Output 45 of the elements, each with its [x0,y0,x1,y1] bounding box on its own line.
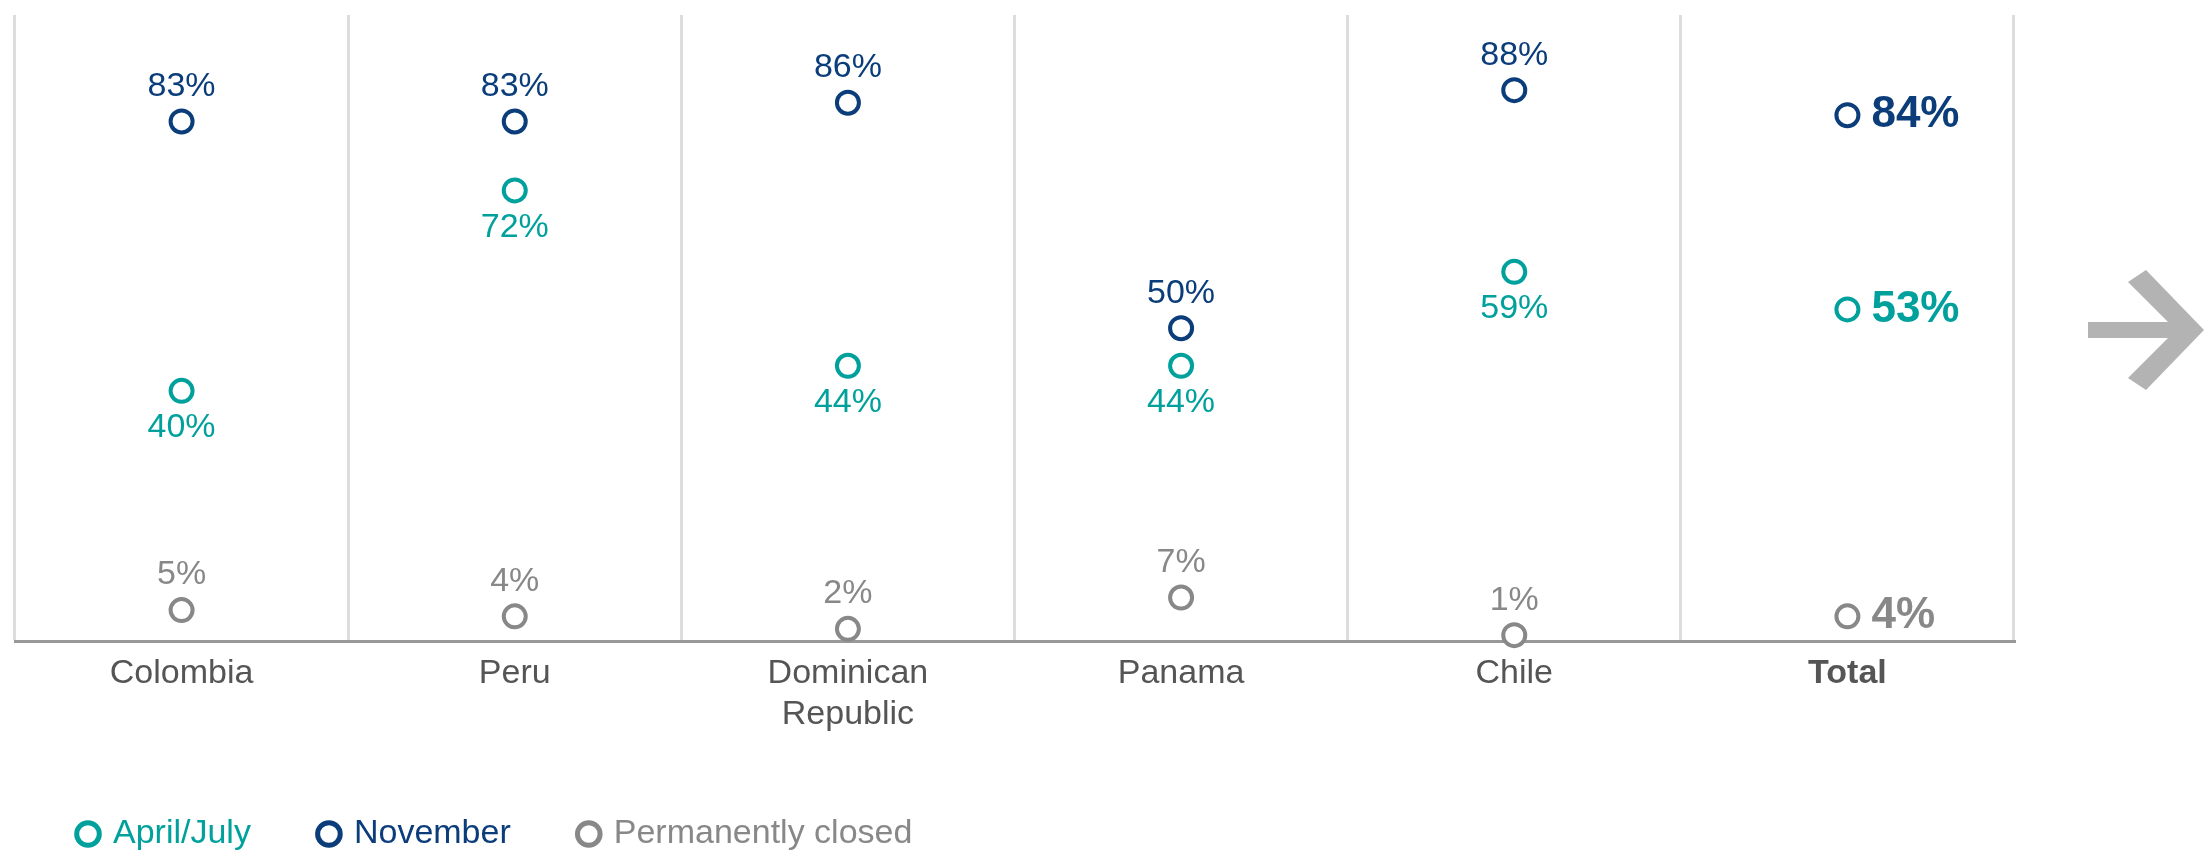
point [168,597,195,624]
data-label: 83% [480,64,549,103]
x-tick-label: Panama [1117,652,1245,691]
x-tick-label: Chile [1475,652,1553,691]
legend-label: November [353,812,511,851]
point [1168,315,1195,342]
data-label: 83% [147,64,216,103]
data-label: 88% [1480,33,1549,72]
x-tick-label: Total [1808,652,1887,691]
data-label: 2% [823,572,873,611]
data-label: 1% [1489,578,1539,617]
data-label: 72% [480,205,549,244]
data-label: 4% [1871,588,1936,638]
point [1168,352,1195,379]
point [168,108,195,135]
data-label: 44% [1147,381,1216,420]
point [1834,603,1861,630]
point [168,377,195,404]
legend-label: April/July [113,812,251,851]
data-label: 86% [813,46,882,85]
point [834,89,861,116]
point [834,352,861,379]
x-tick-label: Colombia [109,652,254,691]
data-label: 53% [1871,281,1960,331]
point [501,108,528,135]
data-label: 7% [1156,540,1206,579]
data-label: 84% [1871,87,1960,137]
data-label: 40% [147,406,216,445]
data-label: 4% [490,559,540,598]
point [1834,102,1861,129]
point [501,603,528,630]
x-tick-label: Dominican Republic [767,652,929,731]
point [1501,622,1528,649]
data-label: 5% [157,553,207,592]
point [501,177,528,204]
data-label: 50% [1147,271,1216,310]
data-label: 59% [1480,287,1549,326]
point [1834,296,1861,323]
point [1168,584,1195,611]
point [1501,77,1528,104]
data-label: 44% [813,381,882,420]
legend-label: Permanently closed [613,812,913,851]
point [834,615,861,642]
point [1501,258,1528,285]
x-tick-label: Peru [478,652,551,691]
